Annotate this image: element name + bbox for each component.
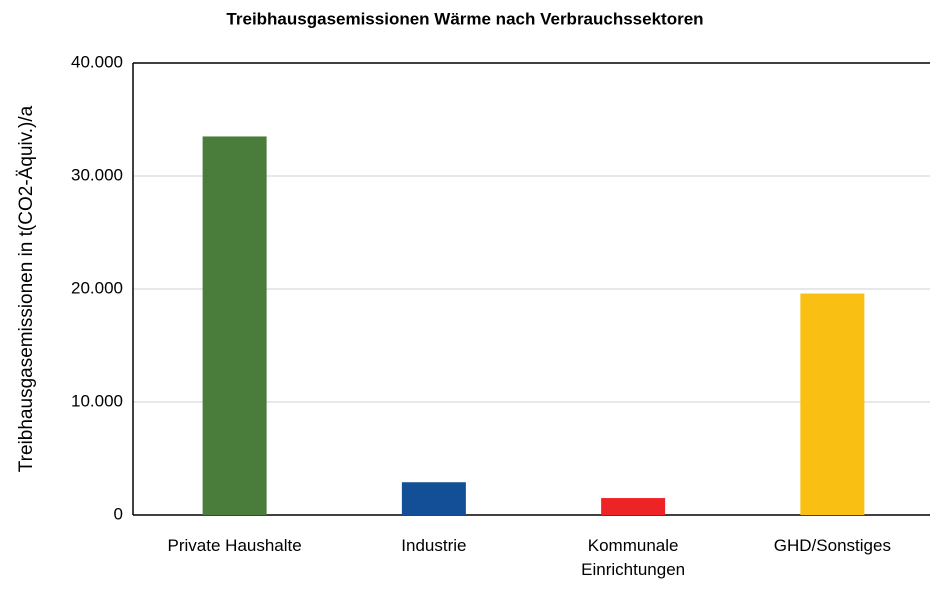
y-axis-label: Treibhausgasemissionen in t(CO2-Äquiv.)/… [16, 105, 37, 472]
y-tick-label: 0 [114, 504, 123, 523]
bar [202, 136, 267, 515]
y-tick-label: 40.000 [71, 52, 123, 71]
x-tick-label: Private Haushalte [167, 536, 302, 555]
bar [800, 293, 865, 515]
bar [601, 498, 666, 515]
x-tick-label: Kommunale Einrichtungen [581, 536, 686, 579]
y-tick-label: 30.000 [71, 165, 123, 184]
x-tick-label: Industrie [401, 536, 467, 555]
y-tick-label: 20.000 [71, 278, 123, 297]
bar [401, 482, 466, 515]
y-tick-label: 10.000 [71, 391, 123, 410]
chart-title: Treibhausgasemissionen Wärme nach Verbra… [226, 9, 703, 28]
x-tick-label: GHD/Sonstiges [773, 536, 891, 555]
